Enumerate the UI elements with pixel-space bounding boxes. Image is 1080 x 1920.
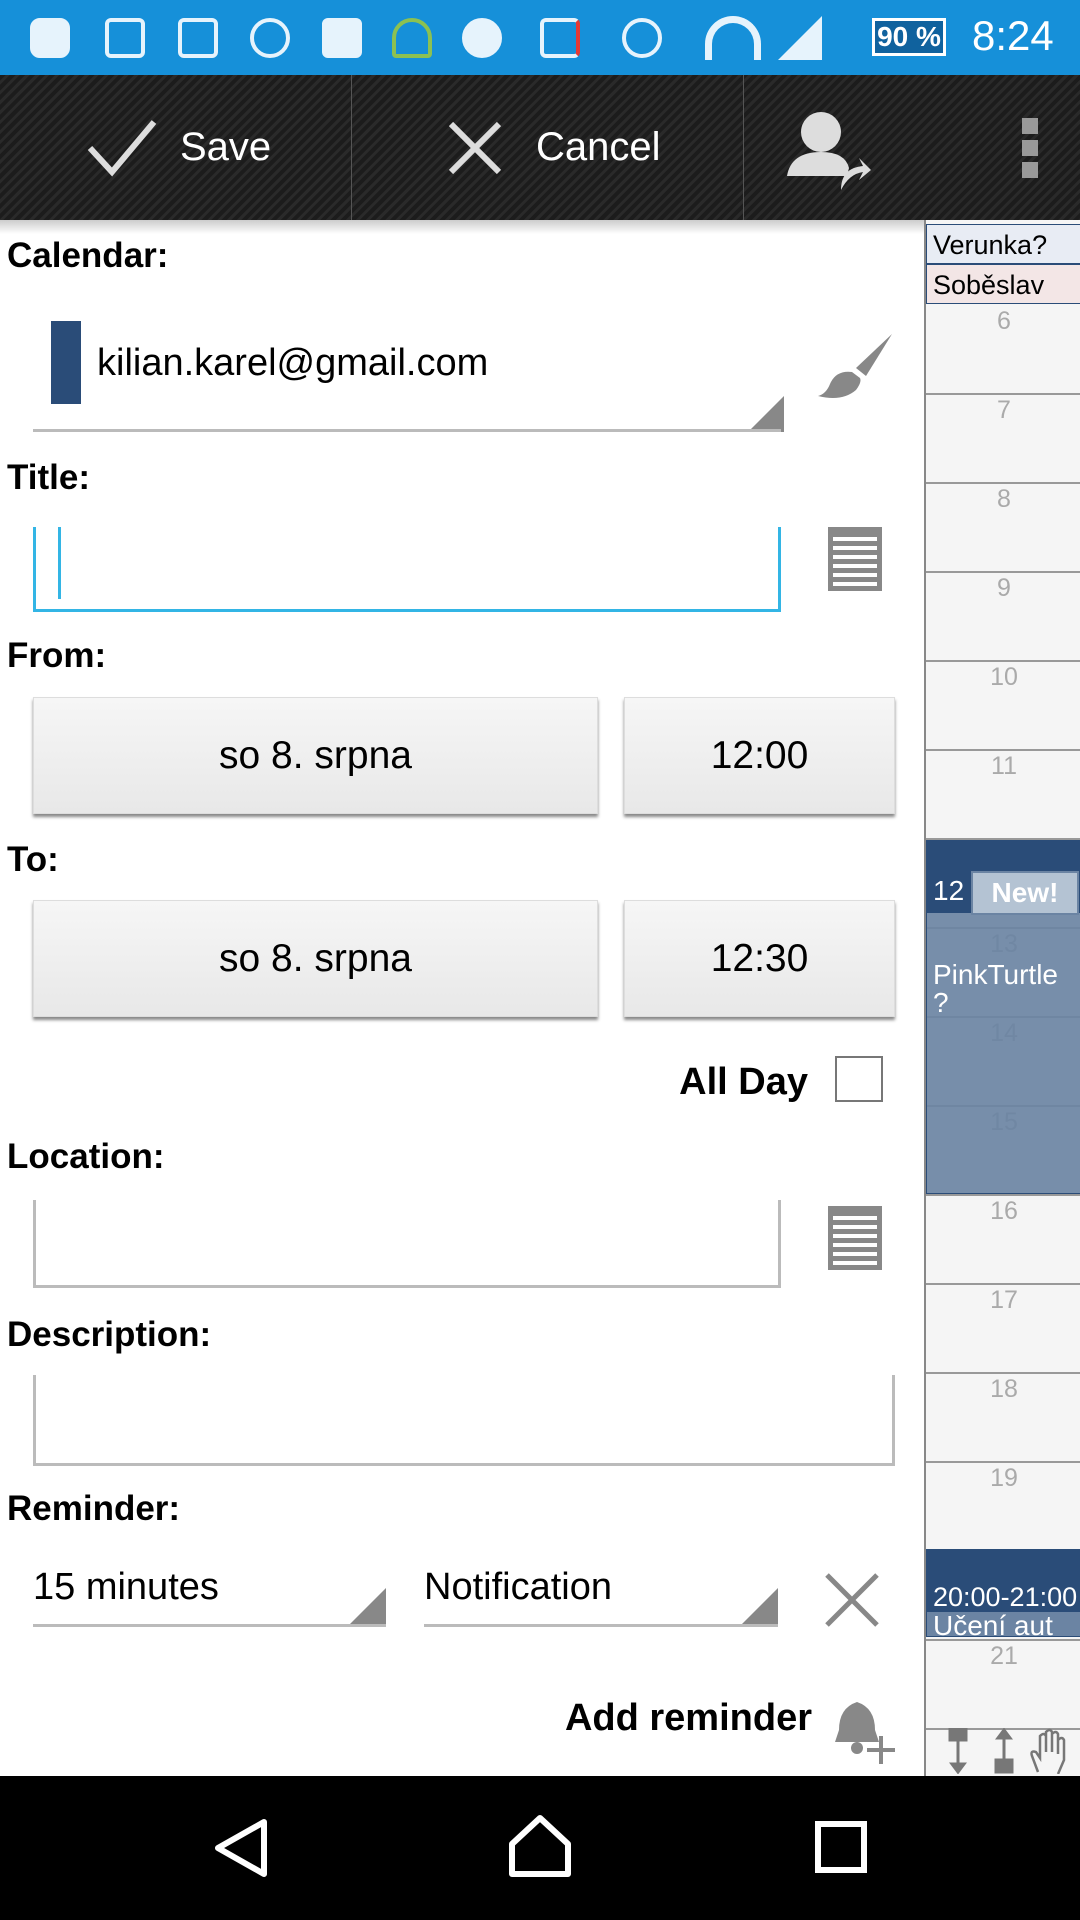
android-icon [392, 18, 432, 58]
back-icon[interactable] [212, 1818, 272, 1878]
hour-slot[interactable]: 10 [926, 662, 1080, 751]
alarm-icon [622, 18, 662, 58]
laptop-alert-icon [540, 18, 580, 58]
hour-slot[interactable]: 16 [926, 1196, 1080, 1285]
from-label: From: [7, 636, 107, 675]
google-plus-icon [322, 18, 362, 58]
reminder-label: Reminder: [7, 1489, 181, 1528]
gmail-icon [105, 18, 145, 58]
battery-indicator: 90 % [872, 18, 946, 56]
home-icon[interactable] [508, 1814, 572, 1878]
paintbrush-icon[interactable] [816, 330, 896, 400]
title-input[interactable] [33, 527, 781, 612]
all-day-event[interactable]: Soběslav [926, 264, 1080, 304]
recent-apps-icon[interactable] [814, 1820, 868, 1874]
reminder-time-spinner[interactable]: 15 minutes [33, 1560, 386, 1627]
hour-slot[interactable]: 19 [926, 1463, 1080, 1552]
bell-plus-icon[interactable] [833, 1700, 895, 1766]
description-input[interactable] [33, 1375, 895, 1466]
all-day-checkbox[interactable] [835, 1056, 883, 1102]
to-time-button[interactable]: 12:30 [624, 900, 895, 1017]
hour-slot[interactable]: 9 [926, 573, 1080, 662]
all-day-event[interactable]: Verunka? [926, 224, 1080, 264]
signal-icon [778, 16, 822, 60]
event-header [927, 1550, 1080, 1612]
to-date-button[interactable]: so 8. srpna [33, 900, 598, 1017]
calendar-spinner[interactable]: kilian.karel@gmail.com [33, 310, 784, 432]
to-label: To: [7, 840, 59, 879]
add-reminder-button[interactable]: Add reminder [564, 1697, 812, 1739]
event-pinkturtle[interactable]: 12 New! PinkTurtle ? [926, 840, 1080, 1194]
chat-icon [30, 18, 70, 58]
hour-slot[interactable]: 6 [926, 306, 1080, 395]
wifi-icon [705, 16, 761, 60]
status-bar: 90 % 8:24 [0, 0, 1080, 75]
all-day-label: All Day [679, 1061, 808, 1103]
calendar-label: Calendar: [7, 236, 169, 275]
hour-slot[interactable]: 11 [926, 751, 1080, 840]
overflow-icon [1022, 117, 1038, 178]
cancel-label: Cancel [536, 125, 661, 169]
event-title: PinkTurtle ? [933, 959, 1059, 1018]
day-view-panel[interactable]: Verunka? Soběslav 6789101112131415161718… [924, 220, 1080, 1776]
gallery-icon [178, 18, 218, 58]
notes-icon[interactable] [828, 1206, 882, 1270]
from-date-button[interactable]: so 8. srpna [33, 697, 598, 814]
move-down-icon[interactable] [948, 1728, 968, 1774]
overflow-menu-button[interactable] [980, 75, 1080, 220]
drag-controls[interactable] [946, 1728, 1066, 1774]
share-contact-button[interactable] [744, 75, 934, 220]
move-up-icon[interactable] [994, 1728, 1014, 1774]
calendar-color-swatch [51, 321, 81, 404]
hour-slot[interactable]: 17 [926, 1285, 1080, 1374]
location-input[interactable] [33, 1200, 781, 1288]
calendar-value: kilian.karel@gmail.com [97, 342, 489, 384]
checkmark-icon [87, 119, 157, 177]
reminder-type-spinner[interactable]: Notification [424, 1560, 778, 1627]
description-label: Description: [7, 1315, 212, 1354]
save-label: Save [180, 125, 272, 169]
person-share-icon [787, 111, 871, 190]
hour-slot[interactable]: 8 [926, 484, 1080, 573]
from-time-button[interactable]: 12:00 [624, 697, 895, 814]
hand-icon[interactable] [1030, 1728, 1066, 1774]
cancel-button[interactable]: Cancel [352, 75, 743, 220]
navigation-bar [0, 1776, 1080, 1920]
hour-slot[interactable]: 18 [926, 1374, 1080, 1463]
clock: 8:24 [972, 12, 1054, 59]
location-label: Location: [7, 1137, 165, 1176]
title-label: Title: [7, 458, 90, 497]
new-badge: New! [971, 871, 1079, 915]
event-time: 12 [933, 875, 965, 906]
hour-slot[interactable]: 7 [926, 395, 1080, 484]
notes-icon[interactable] [828, 527, 882, 591]
close-icon [448, 121, 502, 174]
hour-slot[interactable]: 21 [926, 1641, 1080, 1730]
save-button[interactable]: Save [0, 75, 351, 220]
text-cursor [58, 527, 61, 599]
app-icon [250, 18, 290, 58]
event-title: Učení aut [933, 1610, 1053, 1641]
event-uceni-aut[interactable]: 20:00-21:00 Učení aut [926, 1549, 1080, 1641]
event-time: 20:00-21:00 [933, 1582, 1078, 1612]
cloud-upload-icon [462, 18, 502, 58]
remove-reminder-icon[interactable] [824, 1572, 880, 1628]
action-bar: Save Cancel [0, 75, 1080, 220]
